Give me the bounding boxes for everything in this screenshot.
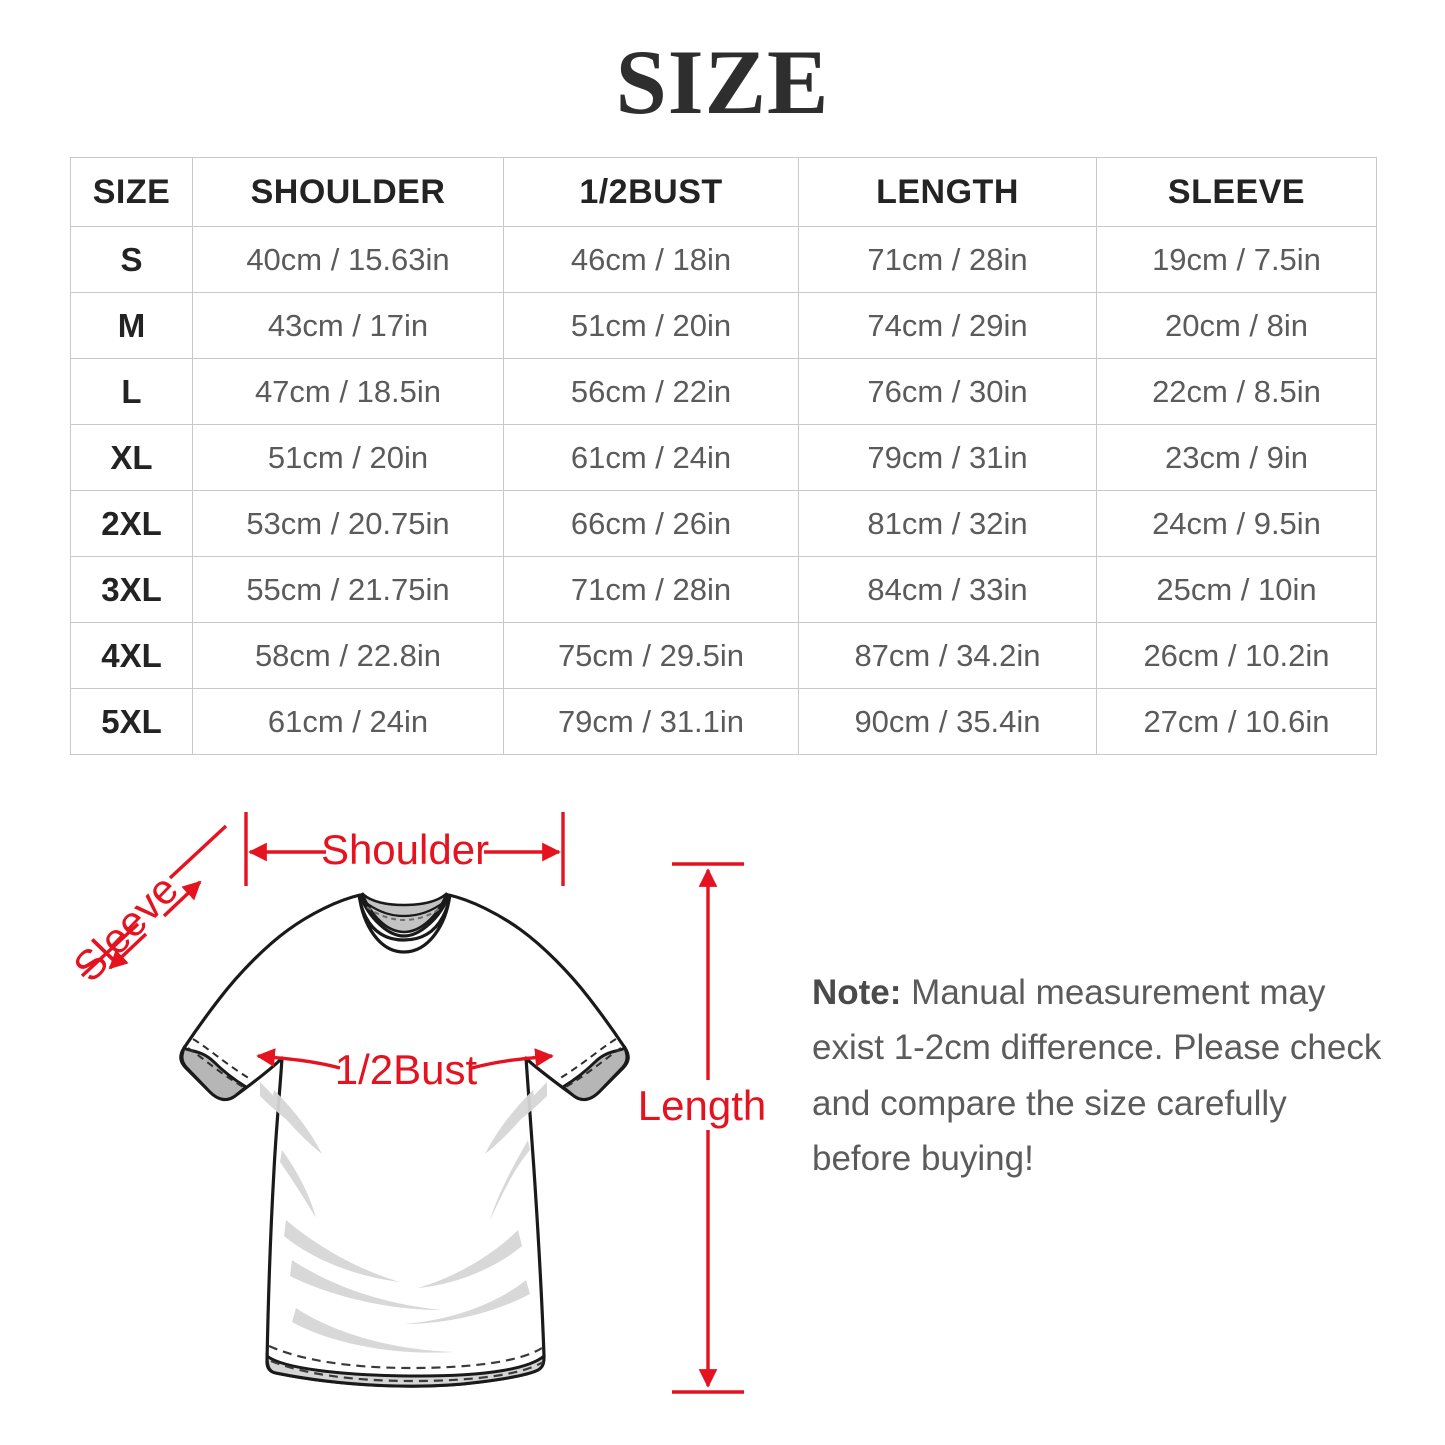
cell-size: L (70, 358, 193, 425)
length-label: Length (638, 1082, 766, 1129)
cell-shoulder: 58cm / 22.8in (192, 622, 504, 689)
collar-stitching (366, 906, 443, 922)
cell-size: S (70, 226, 193, 293)
table-row: 3XL 55cm / 21.75in 71cm / 28in 84cm / 33… (70, 556, 1377, 623)
cell-sleeve: 19cm / 7.5in (1096, 226, 1377, 293)
bottom-hem (265, 1352, 546, 1388)
table-row: XL 51cm / 20in 61cm / 24in 79cm / 31in 2… (70, 424, 1377, 491)
tshirt-outline (179, 893, 630, 1388)
neck-opening (357, 893, 452, 954)
size-chart-table: SIZE SHOULDER 1/2BUST LENGTH SLEEVE S 40… (70, 157, 1377, 755)
column-header-shoulder: SHOULDER (192, 157, 504, 227)
column-header-bust: 1/2BUST (503, 157, 799, 227)
size-chart-table-container: SIZE SHOULDER 1/2BUST LENGTH SLEEVE S 40… (70, 157, 1377, 755)
right-sleeve-cuff (560, 1045, 629, 1101)
cell-sleeve: 25cm / 10in (1096, 556, 1377, 623)
cell-shoulder: 47cm / 18.5in (192, 358, 504, 425)
sleeve-arrow-down (108, 932, 148, 970)
column-header-sleeve: SLEEVE (1096, 157, 1377, 227)
cell-length: 84cm / 33in (798, 556, 1097, 623)
table-header: SIZE SHOULDER 1/2BUST LENGTH SLEEVE (70, 157, 1377, 227)
right-sleeve-hem-stitch2 (561, 1047, 622, 1090)
table-row: S 40cm / 15.63in 46cm / 18in 71cm / 28in… (70, 226, 1377, 293)
cell-size: 3XL (70, 556, 193, 623)
cell-bust: 46cm / 18in (503, 226, 799, 293)
length-measure: Length (638, 862, 766, 1394)
cell-sleeve: 22cm / 8.5in (1096, 358, 1377, 425)
bust-arrow-left (256, 1048, 341, 1070)
cell-length: 74cm / 29in (798, 292, 1097, 359)
table-row: 4XL 58cm / 22.8in 75cm / 29.5in 87cm / 3… (70, 622, 1377, 689)
cell-shoulder: 40cm / 15.63in (192, 226, 504, 293)
cell-length: 81cm / 32in (798, 490, 1097, 557)
cell-sleeve: 24cm / 9.5in (1096, 490, 1377, 557)
cell-size: M (70, 292, 193, 359)
bust-label: 1/2Bust (335, 1046, 478, 1093)
cell-bust: 61cm / 24in (503, 424, 799, 491)
cell-length: 76cm / 30in (798, 358, 1097, 425)
left-sleeve-hem-stitch (192, 1038, 253, 1081)
cell-shoulder: 61cm / 24in (192, 688, 504, 755)
cell-shoulder: 53cm / 20.75in (192, 490, 504, 557)
cell-sleeve: 27cm / 10.6in (1096, 688, 1377, 755)
sleeve-label: Sleeve (64, 865, 187, 990)
measurement-note: Note: Manual measurement may exist 1-2cm… (812, 965, 1388, 1186)
cell-length: 90cm / 35.4in (798, 688, 1097, 755)
fabric-shading (260, 1082, 547, 1353)
tshirt-illustration: Shoulder Sleeve 1/2Bust Length (64, 812, 766, 1394)
cell-bust: 79cm / 31.1in (503, 688, 799, 755)
table-row: 5XL 61cm / 24in 79cm / 31.1in 90cm / 35.… (70, 688, 1377, 755)
cell-sleeve: 20cm / 8in (1096, 292, 1377, 359)
tshirt-shape (179, 892, 630, 1388)
left-sleeve-hem-stitch2 (187, 1047, 248, 1090)
cell-size: 4XL (70, 622, 193, 689)
bottom-hem-stitch2 (270, 1359, 544, 1383)
cell-size: 5XL (70, 688, 193, 755)
column-header-length: LENGTH (798, 157, 1097, 227)
cell-sleeve: 23cm / 9in (1096, 424, 1377, 491)
bust-arrow-right (471, 1048, 554, 1070)
shoulder-label: Shoulder (321, 826, 489, 873)
cell-shoulder: 55cm / 21.75in (192, 556, 504, 623)
cell-bust: 66cm / 26in (503, 490, 799, 557)
left-sleeve-cuff (180, 1045, 249, 1101)
cell-size: XL (70, 424, 193, 491)
table-row: 2XL 53cm / 20.75in 66cm / 26in 81cm / 32… (70, 490, 1377, 557)
cell-bust: 75cm / 29.5in (503, 622, 799, 689)
sleeve-arrow-up (162, 880, 202, 918)
bust-measure: 1/2Bust (256, 1046, 554, 1093)
right-sleeve-hem-stitch (556, 1038, 617, 1081)
note-label: Note: (812, 973, 902, 1012)
collar-inner (360, 892, 449, 934)
cell-length: 79cm / 31in (798, 424, 1097, 491)
table-header-row: SIZE SHOULDER 1/2BUST LENGTH SLEEVE (70, 157, 1377, 227)
note-text: Manual measurement may exist 1-2cm diffe… (812, 973, 1382, 1178)
cell-bust: 56cm / 22in (503, 358, 799, 425)
cell-length: 87cm / 34.2in (798, 622, 1097, 689)
table-row: M 43cm / 17in 51cm / 20in 74cm / 29in 20… (70, 292, 1377, 359)
table-body: S 40cm / 15.63in 46cm / 18in 71cm / 28in… (70, 226, 1377, 755)
table-row: L 47cm / 18.5in 56cm / 22in 76cm / 30in … (70, 358, 1377, 425)
tshirt-measurement-diagram: Shoulder Sleeve 1/2Bust Length (0, 780, 1445, 1445)
cell-bust: 51cm / 20in (503, 292, 799, 359)
cell-shoulder: 51cm / 20in (192, 424, 504, 491)
cell-sleeve: 26cm / 10.2in (1096, 622, 1377, 689)
bottom-hem-stitch (268, 1344, 543, 1370)
shoulder-measure: Shoulder (244, 812, 565, 886)
cell-length: 71cm / 28in (798, 226, 1097, 293)
sleeve-tick-top (168, 824, 228, 880)
page-title: SIZE (615, 31, 830, 133)
cell-bust: 71cm / 28in (503, 556, 799, 623)
sleeve-measure: Sleeve (64, 824, 228, 990)
collar-band (364, 901, 445, 918)
cell-shoulder: 43cm / 17in (192, 292, 504, 359)
column-header-size: SIZE (70, 157, 193, 227)
cell-size: 2XL (70, 490, 193, 557)
